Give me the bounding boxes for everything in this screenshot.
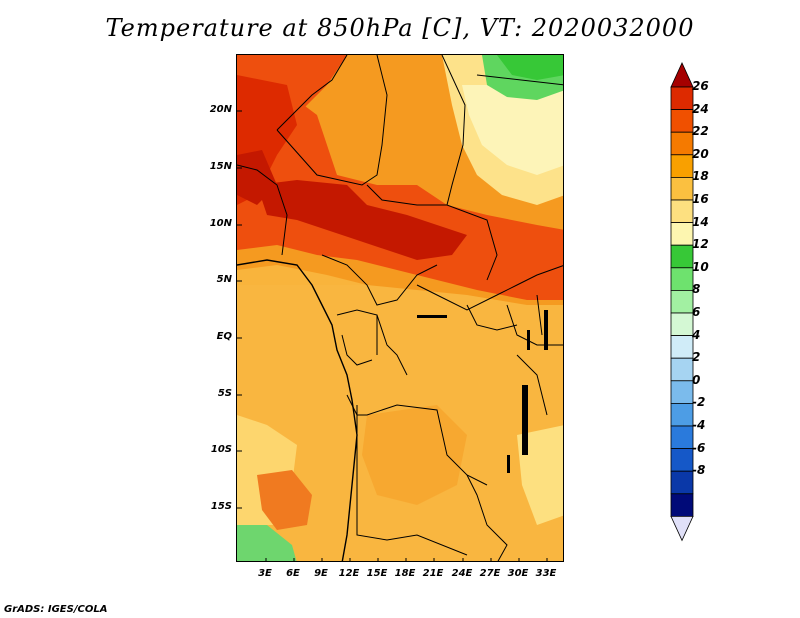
southwest-green [237,525,297,561]
lat-label-10n: 10N [209,218,232,229]
lon-label-33e: 33E [535,568,557,579]
lakes [417,310,548,473]
lon-ticks [265,558,548,561]
hot-core [257,180,467,260]
lat-ticks [237,110,242,509]
lon-label-3e: 3E [258,568,272,579]
lake-malawi [522,385,528,455]
colorbar-swatch [670,357,694,382]
colorbar-label: 20 [692,146,709,161]
colorbar-swatch [670,335,694,359]
colorbar-label: 2 [692,350,701,365]
colorbar-bottom-arrow [670,515,694,542]
country-borders [237,55,563,561]
colorbar-swatch [670,493,694,517]
colorbar-swatch [670,177,694,201]
colorbar-label: 14 [692,214,709,229]
temperature-map [236,54,564,562]
colorbar-label: 22 [692,124,709,139]
small-lake [507,455,510,473]
colorbar-label: 18 [692,169,709,184]
colorbar-label: 6 [692,305,701,319]
river-segment [417,315,447,318]
east-yellow-pocket [517,425,563,525]
lat-label-5n: 5N [216,274,232,285]
lat-label-eq: EQ [216,331,232,342]
colorbar-swatch [670,86,694,111]
colorbar-swatch [670,289,694,314]
colorbar-swatch [670,109,694,133]
lat-label-10s: 10S [210,444,232,455]
colorbar-swatch [670,222,694,246]
northeast-green-core [497,55,563,80]
lon-label-21e: 21E [422,568,444,579]
lake-tanganyika [544,310,548,350]
colorbar-swatch [670,267,694,291]
colorbar-label: -6 [692,440,706,455]
lon-label-30e: 30E [507,568,529,579]
lon-label-9e: 9E [314,568,328,579]
colorbar-label: 8 [692,282,701,297]
colorbar-label: 0 [692,372,701,387]
lon-label-12e: 12E [338,568,360,579]
colorbar-label: 26 [692,79,709,93]
colorbar-swatch [670,470,694,495]
northeast-pale [462,85,563,175]
lon-label-18e: 18E [394,568,416,579]
colorbar-label: 12 [692,237,709,252]
lon-label-27e: 27E [479,568,501,579]
map-canvas [237,55,563,561]
southern-pocket [362,405,467,505]
west-coastline [237,259,358,561]
lat-label-20n: 20N [209,104,232,115]
hot-band [237,85,563,300]
colorbar-swatch [670,244,694,269]
colorbar-swatch [670,380,694,404]
lat-label-15n: 15N [209,161,232,172]
lon-label-24e: 24E [451,568,473,579]
lon-label-6e: 6E [286,568,300,579]
lat-label-15s: 15S [210,501,232,512]
footer-credit: GrADS: IGES/COLA [4,604,108,615]
colorbar-label: -8 [692,463,706,478]
colorbar-label: 24 [692,101,709,116]
lat-label-5s: 5S [217,388,232,399]
colorbar-label: -4 [692,418,706,432]
colorbar-swatch [670,312,694,337]
west-hot-core [237,150,277,205]
colorbar-label: 4 [692,327,701,342]
colorbar-label: 10 [692,259,709,274]
map-title: Temperature at 850hPa [C], VT: 202003200… [105,14,695,42]
colorbar-swatch [670,448,694,472]
colorbar-swatch [670,154,694,178]
colorbar-swatch [670,425,694,450]
southwest-warm [257,470,312,530]
colorbar-swatch [670,199,694,224]
colorbar-swatch [670,131,694,156]
colorbar [670,62,694,542]
colorbar-label: -2 [692,395,706,410]
colorbar-swatch [670,402,694,427]
lake-kivu [527,330,530,350]
colorbar-top-arrow [670,62,694,88]
colorbar-label: 16 [692,192,709,206]
lon-label-15e: 15E [366,568,388,579]
